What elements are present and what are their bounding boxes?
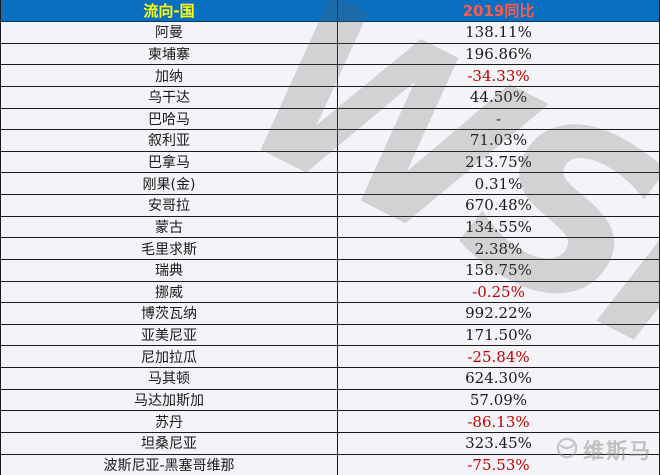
table-row: 马达加斯加 57.09% <box>1 389 659 412</box>
country-cell: 加纳 <box>1 65 338 86</box>
country-cell: 挪威 <box>1 281 338 303</box>
table-row: 乌干达 44.50% <box>1 86 659 109</box>
yoy-value-cell: 158.75% <box>465 261 532 280</box>
country-cell: 巴拿马 <box>1 151 338 173</box>
header-flow-country: 流向-国 <box>1 0 338 21</box>
country-cell: 巴哈马 <box>1 108 338 130</box>
yoy-value-cell: 0.31% <box>474 174 523 193</box>
country-cell: 亚美尼亚 <box>1 324 338 346</box>
yoy-value-cell: 624.30% <box>465 369 532 388</box>
country-cell: 苏丹 <box>1 411 338 432</box>
table-row: 博茨瓦纳 992.22% <box>1 303 659 325</box>
table-row: 苏丹 -86.13% <box>1 411 659 433</box>
yoy-value-cell: 2.38% <box>474 239 523 258</box>
yoy-value-cell: 138.11% <box>465 23 532 42</box>
country-cell: 刚果(金) <box>1 173 338 194</box>
yoy-value-cell: 71.03% <box>469 131 528 150</box>
country-cell: 蒙古 <box>1 216 338 238</box>
country-cell: 阿曼 <box>1 22 338 43</box>
yoy-value-cell: -75.53% <box>467 455 530 474</box>
table-row: 柬埔寨 196.86% <box>1 43 659 66</box>
country-cell: 尼加拉瓜 <box>1 346 338 367</box>
country-cell: 博茨瓦纳 <box>1 303 338 324</box>
yoy-value-cell: 670.48% <box>465 196 532 215</box>
table-row: 巴拿马 213.75% <box>1 151 659 174</box>
country-cell: 安哥拉 <box>1 195 338 216</box>
country-cell: 坦桑尼亚 <box>1 432 338 454</box>
yoy-value-cell: 134.55% <box>465 217 532 236</box>
yoy-value-cell: -25.84% <box>467 347 530 366</box>
country-cell: 波斯尼亚-黑塞哥维那 <box>1 454 338 475</box>
country-cell: 柬埔寨 <box>1 43 338 65</box>
yoy-value-cell: 196.86% <box>465 44 532 63</box>
yoy-value-cell: 171.50% <box>465 326 532 345</box>
table-row: 毛里求斯 2.38% <box>1 238 659 260</box>
country-cell: 毛里求斯 <box>1 238 338 259</box>
country-cell: 马达加斯加 <box>1 389 338 411</box>
table-row: 挪威 -0.25% <box>1 281 659 304</box>
table-row: 瑞典 158.75% <box>1 259 659 282</box>
table-row: 叙利亚 71.03% <box>1 130 659 152</box>
yoy-value-cell: 57.09% <box>469 390 528 409</box>
table-row: 安哥拉 670.48% <box>1 195 659 217</box>
yoy-value-cell: 44.50% <box>469 88 528 107</box>
yoy-value-cell: -86.13% <box>467 412 530 431</box>
table-header-row: 流向-国 2019同比 <box>1 0 659 22</box>
country-cell: 叙利亚 <box>1 130 338 151</box>
table-row: 巴哈马 - <box>1 108 659 131</box>
country-cell: 瑞典 <box>1 259 338 281</box>
table-row: 波斯尼亚-黑塞哥维那 -75.53% <box>1 454 659 475</box>
country-cell: 马其顿 <box>1 368 338 389</box>
table-row: 亚美尼亚 171.50% <box>1 324 659 347</box>
yoy-value-cell: 213.75% <box>465 153 532 172</box>
country-cell: 乌干达 <box>1 86 338 108</box>
yoy-value-cell: - <box>495 109 502 128</box>
table-row: 坦桑尼亚 323.45% <box>1 432 659 455</box>
table-row: 蒙古 134.55% <box>1 216 659 239</box>
yoy-value-cell: -0.25% <box>472 282 525 301</box>
table-row: 尼加拉瓜 -25.84% <box>1 346 659 368</box>
table-row: 阿曼 138.11% <box>1 22 659 44</box>
yoy-value-cell: -34.33% <box>467 66 530 85</box>
yoy-value-cell: 992.22% <box>465 304 532 323</box>
table-row: 加纳 -34.33% <box>1 65 659 87</box>
header-2019-yoy: 2019同比 <box>462 2 535 20</box>
table-row: 马其顿 624.30% <box>1 368 659 390</box>
table-row: 刚果(金) 0.31% <box>1 173 659 195</box>
yoy-value-cell: 323.45% <box>465 434 532 453</box>
